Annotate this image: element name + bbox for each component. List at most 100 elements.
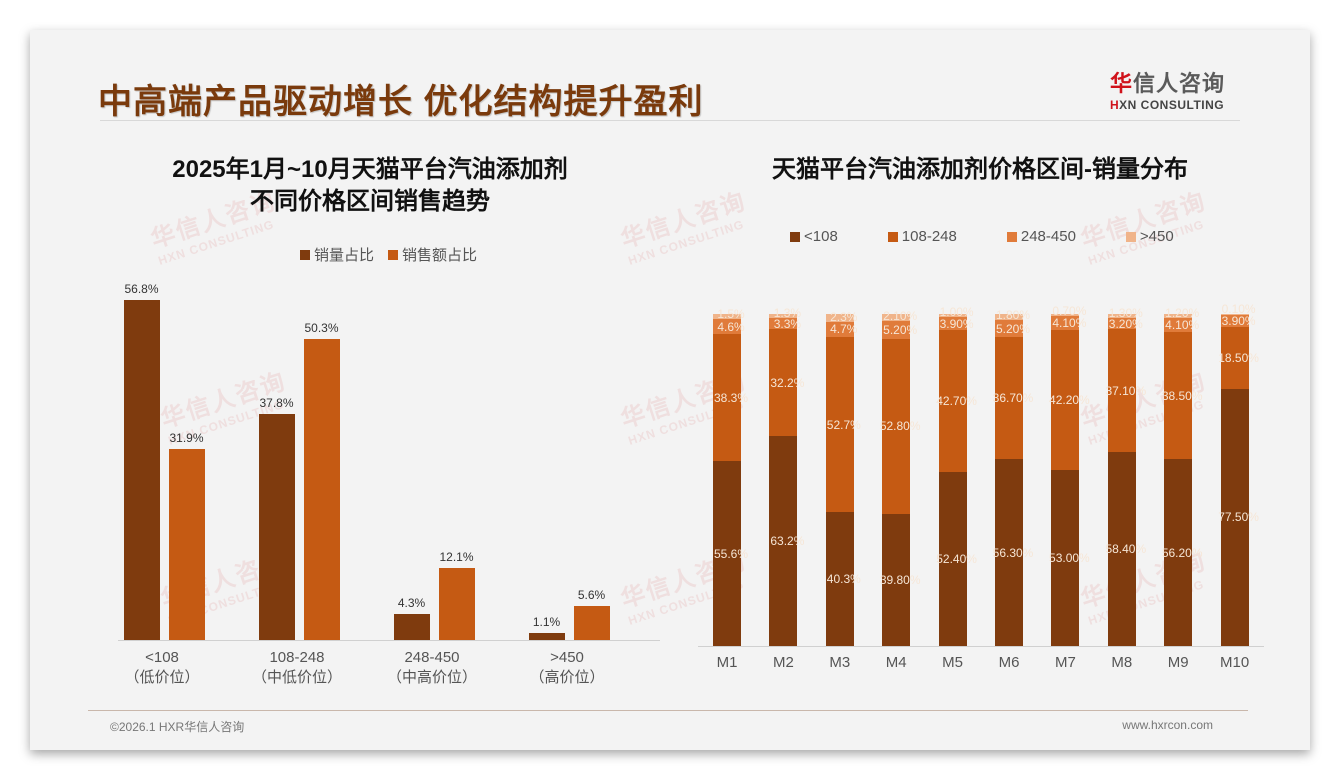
watermark-en: HXN CONSULTING (156, 217, 276, 268)
segment-value-label: 4.10% (1052, 316, 1087, 331)
bar-value-label: 12.1% (439, 549, 474, 564)
category-label: 248-450 (404, 649, 460, 666)
segment-value-label: 38.50% (1161, 388, 1203, 403)
legend-item: >450 (1125, 228, 1174, 245)
segment-value-label: 36.70% (992, 391, 1034, 406)
bar-segment: 0.70% (1051, 304, 1086, 318)
bar-segment: 1.3% (769, 306, 801, 320)
bar-segment: 2.10% (882, 309, 917, 323)
segment-value-label: 77.50% (1218, 510, 1259, 525)
segment-value-label: 1.5% (717, 306, 745, 321)
bar-segment: 1.5% (713, 307, 745, 321)
logo-en: HXN CONSULTING (1110, 98, 1225, 112)
bar-segment: 55.6% (713, 461, 748, 646)
bar-segment: 3.90% (1220, 314, 1256, 328)
footer-website[interactable]: www.hxrcon.com (1122, 718, 1213, 732)
segment-value-label: 38.3% (713, 390, 749, 405)
right-chart-x-axis (698, 646, 1264, 647)
bar-value-label: 5.6% (577, 588, 606, 603)
segment-value-label: 3.90% (1221, 313, 1256, 328)
bar-segment: 4.6% (713, 319, 745, 335)
stacked-bar: 53.00% 42.20% 4.10% 0.70% (1049, 304, 1090, 646)
x-axis-label: M6 (998, 654, 1020, 671)
x-axis-label: M10 (1220, 654, 1250, 671)
segment-value-label: 53.00% (1049, 551, 1090, 566)
segment-value-label: 56.20% (1161, 545, 1203, 560)
category-sublabel: （中低价位） (251, 669, 342, 686)
bar-segment: 58.40% (1105, 452, 1146, 646)
bar-segment: 42.70% (936, 330, 977, 473)
bar-value-label: 4.3% (397, 596, 426, 611)
segment-value-label: 1.20% (1165, 305, 1200, 320)
category-label: >450 (550, 649, 584, 666)
category-sublabel: （中高价位） (386, 669, 477, 686)
legend-label: 108-248 (901, 228, 957, 245)
bar-value-label: 1.1% (532, 615, 561, 630)
legend-swatch (790, 231, 800, 242)
category-sublabel: （高价位） (529, 669, 605, 686)
segment-value-label: 40.3% (826, 572, 861, 587)
bar-segment: 56.20% (1162, 459, 1203, 646)
bar-segment: 1.80% (995, 308, 1030, 322)
legend-item: <108 (790, 228, 838, 245)
bar-segment: 3.20% (1107, 317, 1143, 331)
logo-cn: 华信人咨询 (1110, 71, 1226, 96)
segment-value-label: 1.80% (995, 307, 1031, 322)
bar-volume (393, 614, 430, 640)
legend-label: 销售额占比 (402, 247, 478, 264)
title-divider (100, 120, 1240, 121)
segment-value-label: 56.30% (992, 545, 1034, 560)
left-chart-title-line1: 2025年1月~10月天猫平台汽油添加剂 (172, 156, 568, 183)
bar-sales (303, 338, 340, 640)
segment-value-label: 4.10% (1165, 317, 1200, 332)
bar-segment: 32.2% (769, 329, 804, 437)
bar-segment: 63.2% (769, 436, 804, 646)
left-chart-title: 2025年1月~10月天猫平台汽油添加剂 不同价格区间销售趋势 (120, 154, 620, 218)
legend-swatch (388, 249, 399, 260)
x-axis-label: 108-248 （中低价位） (227, 648, 367, 688)
bar-value-label: 37.8% (259, 395, 294, 410)
segment-value-label: 42.70% (936, 394, 977, 409)
stacked-bar: 56.30% 36.70% 5.20% 1.80% (993, 308, 1033, 646)
segment-value-label: 63.2% (770, 534, 805, 549)
stacked-bar: 39.80% 52.80% 5.20% 2.10% (880, 309, 921, 646)
bar-segment: 1.30% (1107, 306, 1143, 320)
bar-segment: 53.00% (1049, 470, 1090, 646)
legend-label: 销量占比 (314, 247, 375, 264)
bar-segment: 40.3% (825, 512, 861, 646)
category-label: 108-248 (269, 649, 325, 666)
legend-item: 销量占比 (300, 244, 374, 265)
bar-volume (258, 413, 295, 640)
x-axis-label: M5 (942, 654, 964, 671)
bar-segment: 52.80% (880, 338, 921, 514)
bar-sales (438, 567, 475, 640)
left-chart-legend: 销量占比 销售额占比 (300, 244, 477, 265)
x-axis-label: M7 (1054, 654, 1076, 671)
x-axis-label: M9 (1167, 654, 1189, 671)
segment-value-label: 32.2% (770, 375, 805, 390)
segment-value-label: 37.10% (1105, 383, 1147, 398)
segment-value-label: 52.7% (826, 417, 861, 432)
bar-sales (573, 606, 610, 640)
stacked-bar: 58.40% 37.10% 3.20% 1.30% (1105, 306, 1146, 646)
bar-segment: 38.3% (713, 334, 748, 462)
watermark-en: HXN CONSULTING (1086, 577, 1206, 628)
bar-volume (528, 633, 565, 640)
stacked-bar: 77.50% 18.50% 3.90% 0.10% (1218, 302, 1259, 646)
x-axis-label: >450 （高价位） (497, 648, 637, 688)
bar-segment: 77.50% (1218, 388, 1259, 646)
segment-value-label: 0.70% (1052, 304, 1087, 319)
segment-value-label: 3.3% (773, 316, 802, 331)
bar-segment: 2.3% (825, 310, 857, 324)
bar-sales (168, 449, 205, 640)
segment-value-label: 55.6% (713, 546, 749, 561)
watermark: 华信人咨询 HXN CONSULTING (1076, 181, 1215, 268)
stacked-bar: 56.20% 38.50% 4.10% 1.20% (1162, 306, 1203, 646)
bar-value-label: 31.9% (169, 431, 204, 446)
x-axis-label: M4 (885, 654, 907, 671)
bar-segment: 52.40% (936, 472, 977, 646)
x-axis-label: M1 (716, 654, 738, 671)
footer-copyright: ©2026.1 HXR华信人咨询 (110, 720, 245, 734)
legend-swatch (1006, 231, 1017, 242)
segment-value-label: 3.20% (1108, 316, 1143, 331)
